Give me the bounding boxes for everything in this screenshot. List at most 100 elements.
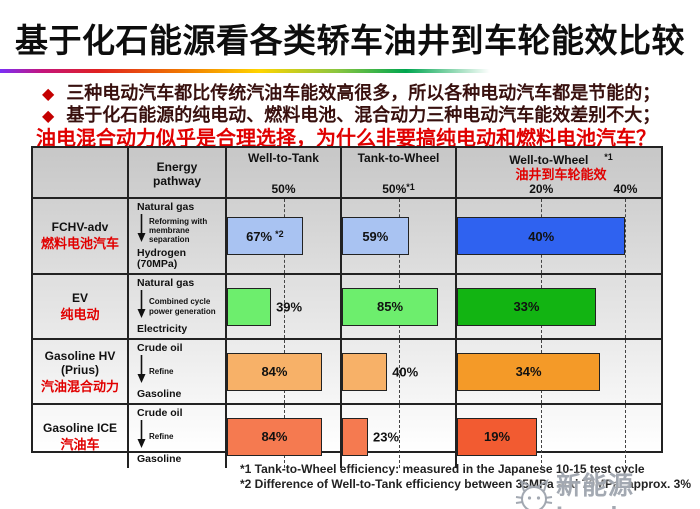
axis-ticks: 50% — [227, 182, 340, 196]
bar-cell-well_to_tank: 84% — [225, 340, 340, 404]
bar-value-label: 85% — [377, 299, 404, 315]
axis-tick-label: 20% — [529, 182, 554, 196]
bar-value-label: 34% — [515, 364, 542, 380]
row-label-cell: Gasoline HV (Prius) 汽油混合动力 — [33, 340, 127, 403]
pathway-process-row: Refine — [137, 419, 223, 454]
gridline — [625, 340, 627, 404]
pathway-source: Crude oil — [137, 407, 183, 420]
row-label-cn: 纯电动 — [60, 306, 100, 322]
pathway-product: Electricity — [137, 323, 188, 336]
bar-value-label: 40% — [528, 228, 555, 244]
bar-well_to_tank: 84% — [227, 417, 322, 456]
bar-cell-well_to_tank: 67% *2 — [225, 199, 340, 274]
pathway-process-row: Refine — [137, 354, 223, 389]
row-label-en: EV — [71, 290, 88, 305]
bullet-line-1: ◆ 三种电动汽车都比传统汽油车能效高很多，所以各种电动汽车都是节能的； — [42, 79, 692, 105]
pathway-product: Hydrogen (70MPa) — [137, 247, 187, 271]
header-tank-to-wheel: Tank-to-Wheel 50%*1 — [340, 148, 455, 197]
chart-table-body: FCHV-adv 燃料电池汽车 Natural gas Reforming with … — [33, 199, 661, 469]
pathway-process: Combined cycle power generation — [149, 297, 216, 316]
watermark: 新能源Leader — [514, 466, 700, 509]
down-arrow-icon — [137, 419, 146, 454]
pathway-process-row: Combined cycle power generation — [137, 289, 223, 324]
gridline — [625, 199, 627, 274]
diamond-bullet-icon: ◆ — [42, 108, 55, 125]
pathway-source: Crude oil — [137, 342, 183, 355]
row-label-cn: 汽油混合动力 — [40, 378, 119, 394]
bar-value-label: 40% — [392, 364, 419, 380]
down-arrow-icon — [137, 354, 146, 389]
page-title: 基于化石能源看各类轿车油井到车轮能效比较 — [15, 22, 685, 59]
header-label: Tank-to-Wheel — [357, 151, 440, 165]
bar-value-label: 84% — [261, 364, 288, 380]
bar-well_to_wheel: 33% — [457, 287, 596, 326]
chart-table-header: Energy pathway Well-to-Tank 50% Tank-to-… — [33, 148, 661, 199]
row-label-en: Gasoline ICE — [42, 420, 118, 435]
bar-cell-tank_to_wheel: 85% — [340, 275, 455, 339]
row-label-en: FCHV-adv — [51, 220, 109, 235]
gridline — [398, 340, 400, 404]
down-arrow-icon — [137, 289, 146, 324]
header-label-chinese: 油井到车轮能效 — [515, 166, 607, 182]
pathway-process: Refine — [149, 432, 174, 442]
footnote-marker: *1 — [406, 182, 415, 192]
bar-well_to_tank — [227, 287, 272, 326]
pathway-source: Natural gas — [137, 201, 195, 213]
axis-tick-label: 40% — [613, 182, 638, 196]
footnote-marker: *1 — [604, 152, 613, 162]
bar-value-label: 59% — [362, 228, 389, 244]
bar-cell-well_to_wheel: 19% — [455, 405, 665, 469]
row-label-cn: 燃料电池汽车 — [40, 236, 119, 252]
diamond-bullet-icon: ◆ — [42, 86, 55, 103]
header-well-to-wheel: Well-to-Wheel *1 油井到车轮能效 20% 40% — [455, 148, 665, 197]
bar-well_to_wheel: 40% — [457, 217, 626, 256]
axis-ticks: 20% 40% — [457, 182, 665, 196]
gridline — [625, 275, 627, 339]
bar-cell-well_to_tank: 84% — [225, 405, 340, 469]
gridline — [541, 405, 543, 469]
row-label-cn: 汽油车 — [60, 436, 100, 452]
table-row: Gasoline HV (Prius) 汽油混合动力 Crude oil Refine… — [33, 338, 661, 404]
row-label-cell: Gasoline ICE 汽油车 — [33, 405, 127, 468]
bar-tank_to_wheel: 85% — [342, 287, 439, 326]
bar-value-label: 19% — [483, 429, 511, 445]
bar-tank_to_wheel — [342, 417, 368, 456]
table-row: FCHV-adv 燃料电池汽车 Natural gas Reforming with … — [33, 199, 661, 274]
bar-value-label: 84% — [261, 429, 288, 445]
bar-cell-tank_to_wheel: 23% — [340, 405, 455, 469]
bar-tank_to_wheel — [342, 352, 388, 391]
pathway-product: Gasoline — [137, 453, 182, 466]
bar-cell-well_to_wheel: 33% — [455, 275, 665, 339]
cat-face-icon — [514, 477, 554, 509]
down-arrow-icon — [137, 213, 146, 248]
efficiency-chart-table: Energy pathway Well-to-Tank 50% Tank-to-… — [31, 146, 663, 469]
bar-cell-well_to_wheel: 40% — [455, 199, 665, 274]
bar-value-label: 23% — [372, 429, 400, 445]
bar-cell-well_to_wheel: 34% — [455, 340, 665, 404]
bar-value-label: 39% — [276, 299, 303, 315]
bar-well_to_tank: 84% — [227, 352, 322, 391]
footnote-1: *1 Tank-to-Wheel efficiency: measured in… — [240, 462, 645, 476]
row-label-cell: FCHV-adv 燃料电池汽车 — [33, 199, 127, 273]
axis-tick-label: 50%*1 — [382, 182, 415, 196]
pathway-process: Refine — [149, 367, 174, 376]
header-label: Well-to-Tank — [248, 151, 319, 165]
header-label: Energy pathway — [152, 159, 201, 188]
pathway-process: Reforming with membrane separation — [149, 216, 208, 245]
bar-cell-tank_to_wheel: 40% — [340, 340, 455, 404]
table-row: Gasoline ICE 汽油车 Crude oil Refine Gasoline 84… — [33, 403, 661, 469]
bar-well_to_tank: 67% *2 — [227, 217, 303, 256]
footnotes: *1 Tank-to-Wheel efficiency: measured in… — [240, 462, 691, 492]
pathway-process-row: Reforming with membrane separation — [137, 213, 223, 248]
row-label-en: Gasoline HV (Prius) — [44, 348, 116, 377]
pathway-product: Gasoline — [137, 388, 182, 401]
gridline — [625, 405, 627, 469]
watermark-text: 新能源Leader — [556, 472, 643, 509]
bullet-line-2: ◆ 基于化石能源的纯电动、燃料电池、混合动力三种电动汽车能效差别不大； — [42, 101, 692, 127]
bullet-text: 基于化石能源的纯电动、燃料电池、混合动力三种电动汽车能效差别不大； — [66, 105, 661, 125]
bar-cell-well_to_tank: 39% — [225, 275, 340, 339]
bullet-text: 三种电动汽车都比传统汽油车能效高很多，所以各种电动汽车都是节能的； — [66, 83, 661, 103]
pathway-cell: Crude oil Refine Gasoline — [127, 340, 225, 404]
bar-well_to_wheel: 34% — [457, 352, 601, 391]
